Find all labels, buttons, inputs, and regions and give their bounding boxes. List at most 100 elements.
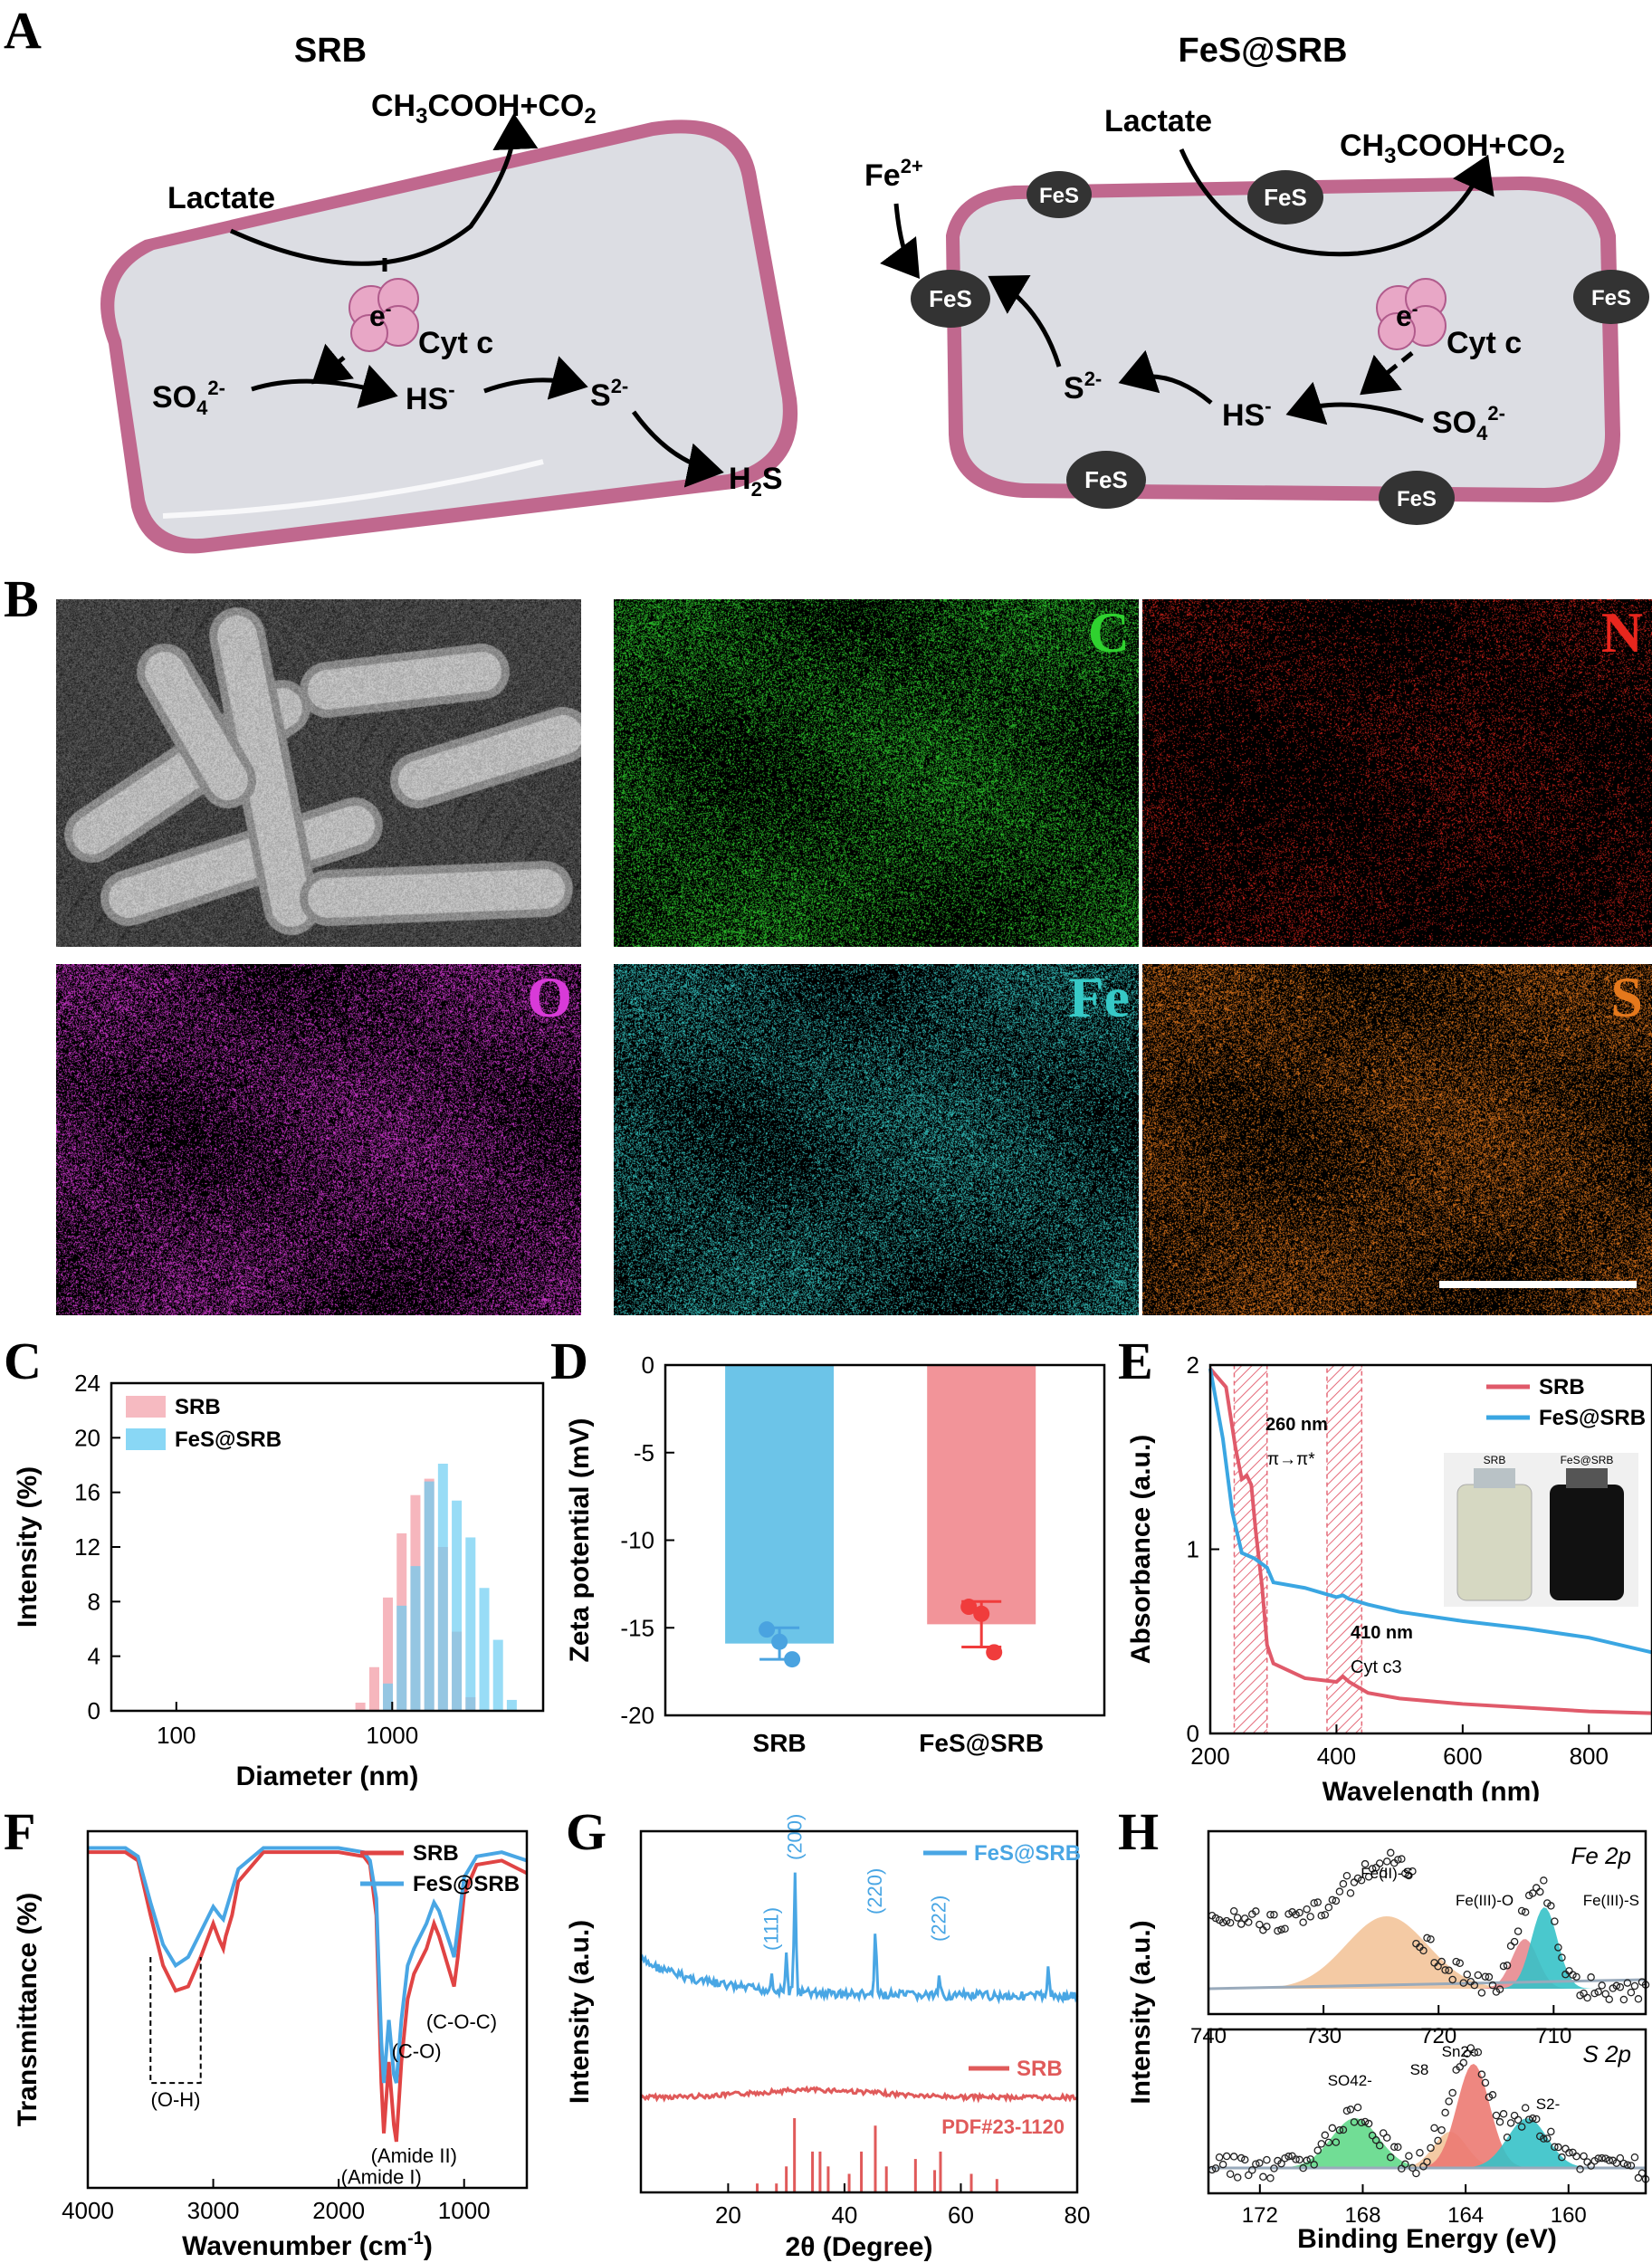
subplot-title: Fe 2p (1571, 1842, 1632, 1869)
raw-data-point (1583, 1993, 1591, 2002)
x-tick-label: 20 (715, 2201, 741, 2229)
raw-data-point (1245, 2171, 1253, 2180)
srb-lactate-arrow (229, 113, 539, 266)
raw-data-point (1445, 2097, 1453, 2105)
raw-data-point (1317, 1911, 1326, 1920)
raw-data-point (1590, 1989, 1599, 1998)
raw-data-point (1288, 1908, 1296, 1916)
fes-srb-lactate-label: Lactate (1104, 104, 1212, 138)
raw-data-point (1623, 1979, 1632, 1987)
raw-data-point (1616, 1982, 1625, 1991)
raw-data-point (1313, 1898, 1322, 1906)
raw-data-point (1222, 1916, 1231, 1925)
raw-data-point (1288, 2152, 1296, 2161)
raw-data-point (1543, 2134, 1552, 2143)
eds-map-oxygen: O (56, 964, 581, 1315)
eds-label-oxygen: O (527, 965, 572, 1029)
y-tick-label: 0 (1187, 1720, 1199, 1747)
data-point (784, 1651, 801, 1668)
x-tick-label: 800 (1570, 1743, 1609, 1770)
raw-data-point (1427, 1935, 1435, 1943)
raw-data-point (1452, 2066, 1460, 2074)
x-tick-label: FeS@SRB (919, 1729, 1044, 1757)
raw-data-point (1521, 2104, 1530, 2112)
raw-data-point (1517, 2123, 1526, 2131)
raw-data-point (1547, 2127, 1555, 2136)
svg-text:FeS: FeS (929, 285, 972, 312)
raw-data-point (1382, 2134, 1391, 2142)
x-tick-label: 172 (1242, 2203, 1278, 2228)
raw-data-point (1270, 1911, 1278, 1919)
raw-data-point (1423, 1934, 1431, 1943)
raw-data-point (1627, 2162, 1636, 2170)
y-axis-label: Intensity (a.u.) (1126, 1920, 1156, 2104)
highlight-band (1326, 1364, 1363, 1734)
sem-image (56, 599, 581, 947)
raw-data-point (1274, 1926, 1282, 1935)
chart-e-uvvis: SRB FeS@SRB 0 1 2 200 400 600 800 Wavelength (nm)… (1126, 1351, 1652, 1801)
raw-data-point (1619, 1995, 1628, 2004)
raw-data-point (1459, 1979, 1467, 1987)
srb-h2s-label: H2S (729, 462, 783, 501)
raw-data-point (1412, 2169, 1420, 2178)
raw-data-point (1499, 2110, 1508, 2118)
y-tick-label: 12 (74, 1533, 100, 1561)
bar-srb (725, 1365, 835, 1644)
raw-data-point (1211, 2164, 1220, 2172)
raw-data-point (1441, 1966, 1449, 1974)
panel-a-diagram: SRB CH3COOH+CO2 Lactate e- Cyt c SO42- H… (100, 32, 1649, 554)
raw-data-point (1368, 1865, 1377, 1873)
fe2-label: Fe2+ (864, 155, 923, 193)
raw-data-point (1514, 2115, 1523, 2125)
fes-srb-cell (946, 177, 1620, 502)
raw-data-point (1510, 1937, 1519, 1946)
panel-letter-a: A (4, 1, 42, 60)
raw-data-point (1335, 1887, 1344, 1895)
raw-data-point (1485, 2093, 1494, 2102)
raw-data-point (1517, 1906, 1526, 1915)
raw-data-point (1274, 2156, 1282, 2165)
raw-data-point (1466, 1977, 1475, 1986)
raw-data-point (1561, 1970, 1570, 1979)
raw-data-point (1368, 2131, 1377, 2140)
component-label: S2- (1536, 2096, 1560, 2113)
x-tick-label: 710 (1535, 2024, 1571, 2048)
raw-data-point (1532, 2115, 1541, 2124)
eds-label-iron: Fe (1068, 965, 1131, 1029)
y-tick-label: 16 (74, 1479, 100, 1506)
subplot-title: S 2p (1583, 2040, 1632, 2067)
bar-fes-srb (927, 1365, 1036, 1625)
line-fes-srb (639, 1872, 1079, 2005)
raw-data-point (1390, 1858, 1399, 1867)
raw-data-point (1303, 1905, 1311, 1914)
svg-text:FeS: FeS (1264, 184, 1307, 211)
y-axis-label: Transmittance (%) (13, 1893, 43, 2126)
plot-frame (639, 1829, 1079, 2194)
fes-particles: FeS FeS FeS FeS FeS FeS (911, 170, 1649, 525)
raw-data-point (1572, 1972, 1580, 1981)
raw-data-point (1310, 2161, 1318, 2169)
x-tick-label: 164 (1447, 2203, 1484, 2228)
raw-data-point (1616, 2153, 1625, 2163)
panel-letter-d: D (550, 1332, 588, 1390)
raw-data-point (1506, 2119, 1515, 2127)
plot-frame (86, 1829, 529, 2190)
fit-component (1208, 1916, 1646, 1989)
y-tick-label: 24 (74, 1370, 100, 1397)
fes-srb-title: FeS@SRB (1179, 32, 1348, 70)
raw-data-point (1353, 2103, 1362, 2112)
raw-data-point (1437, 1957, 1446, 1966)
raw-data-point (1394, 2143, 1402, 2152)
x-tick-label: 100 (157, 1722, 196, 1749)
fes-srb-cyt-c-icon: e- (1376, 278, 1447, 350)
raw-data-point (1609, 1984, 1618, 1992)
y-axis-label: Absorbance (a.u.) (1126, 1435, 1156, 1664)
x-tick-label: 400 (1317, 1743, 1356, 1770)
svg-text:FeS: FeS (1039, 184, 1079, 208)
data-point (771, 1633, 788, 1650)
x-tick-label: 60 (948, 2201, 974, 2229)
raw-data-point (1569, 2148, 1577, 2157)
raw-data-point (1229, 1906, 1238, 1915)
raw-data-point (1441, 2108, 1449, 2117)
raw-data-point (1499, 1962, 1508, 1971)
